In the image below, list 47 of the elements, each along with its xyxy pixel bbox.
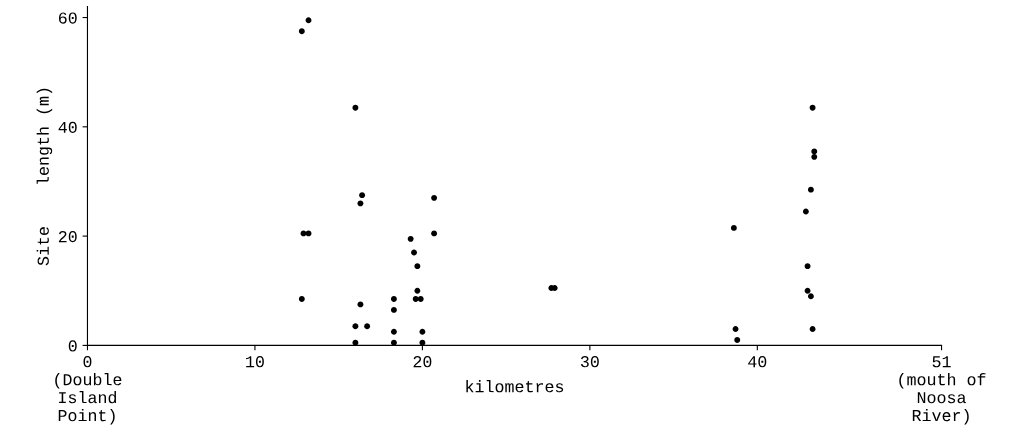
x-axis-title: kilometres: [466, 380, 564, 393]
point: [364, 323, 371, 330]
point: [431, 194, 438, 201]
point: [734, 336, 741, 343]
point: [412, 296, 419, 302]
x-tick-label: 30: [580, 356, 599, 368]
y-tick-label: 60: [58, 12, 77, 24]
point: [417, 296, 424, 302]
point: [811, 153, 818, 160]
point: [807, 293, 814, 300]
point: [390, 328, 397, 335]
point: [352, 339, 359, 346]
point: [352, 104, 359, 111]
point: [298, 28, 305, 35]
point: [359, 192, 366, 199]
point: [811, 148, 818, 155]
point: [419, 339, 426, 346]
point: [804, 287, 811, 294]
point: [300, 230, 307, 237]
point: [431, 230, 438, 237]
x-tick-label: 20: [413, 356, 432, 368]
point: [414, 287, 421, 294]
point: [298, 296, 305, 302]
y-tick-label: 20: [58, 231, 77, 243]
x-tick-label: 51 (mouth of Noosa River): [899, 356, 986, 425]
point: [802, 208, 809, 215]
point: [807, 186, 814, 193]
y-tick-label: 0: [68, 340, 77, 352]
point: [730, 224, 737, 231]
point: [804, 263, 811, 270]
point: [352, 323, 359, 330]
x-tick-label: 0 (Double Island Point): [55, 356, 122, 425]
y-tick-label: 40: [58, 121, 77, 134]
x-tick-label: 40: [748, 356, 767, 368]
point: [809, 326, 816, 332]
point: [390, 306, 397, 313]
point: [411, 249, 417, 256]
point: [390, 296, 397, 302]
x-tick-label: 10: [246, 356, 264, 368]
point: [414, 263, 421, 270]
point: [419, 328, 426, 335]
point: [732, 326, 739, 332]
point: [390, 339, 397, 346]
point: [305, 230, 312, 237]
point: [357, 301, 364, 308]
point: [407, 235, 414, 242]
y-axis-title: Site length (m): [36, 88, 53, 266]
